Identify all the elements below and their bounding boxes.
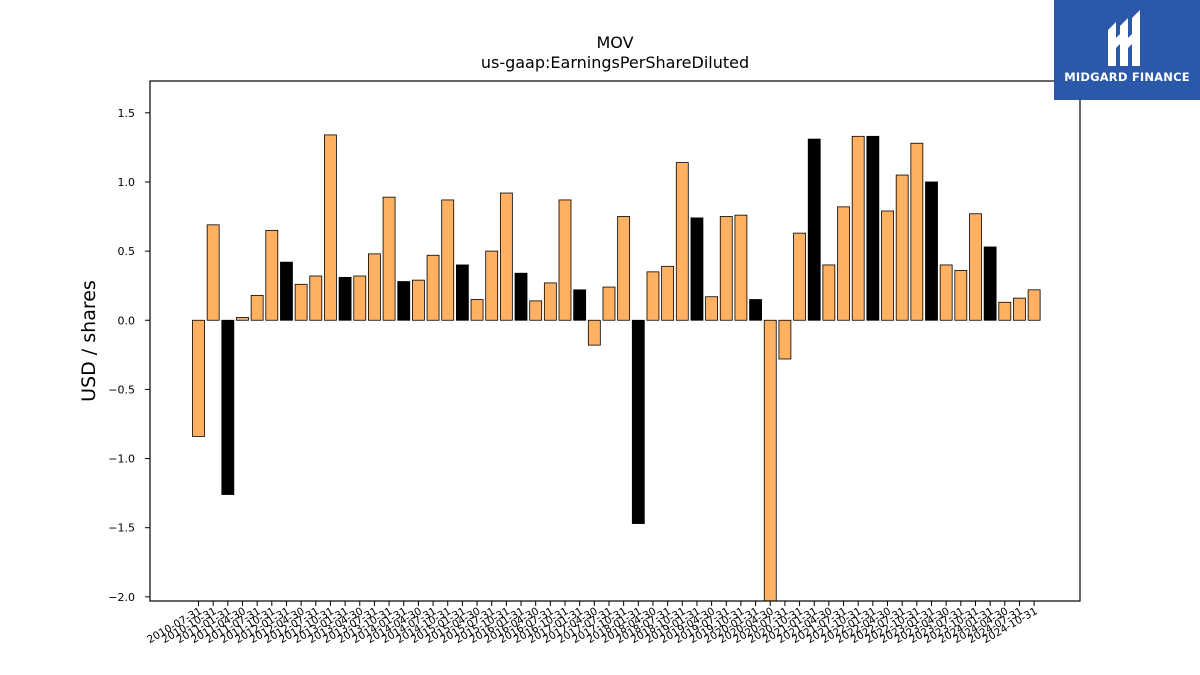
bar — [778, 319, 792, 360]
chart-title: MOV — [596, 33, 633, 52]
bar — [793, 232, 806, 321]
y-tick-label: 0.0 — [118, 314, 136, 327]
bar — [661, 265, 675, 321]
bars-group — [192, 134, 1041, 602]
bar — [455, 264, 469, 321]
midgard-finance-logo: MIDGARD FINANCE — [1054, 0, 1200, 100]
logo-mark-icon — [1108, 10, 1140, 66]
logo-text: MIDGARD FINANCE — [1064, 70, 1190, 84]
bar — [411, 279, 425, 321]
bar — [1013, 297, 1026, 321]
bar — [998, 301, 1012, 321]
bar — [573, 289, 587, 321]
chart-subtitle: us-gaap:EarningsPerShareDiluted — [481, 53, 749, 72]
bar — [837, 206, 850, 321]
bar — [646, 271, 660, 321]
bar — [529, 300, 543, 321]
y-tick-label: −2.0 — [108, 591, 135, 604]
bar — [485, 250, 499, 321]
bar — [690, 217, 704, 321]
bar — [470, 299, 484, 321]
bar — [543, 282, 557, 321]
y-tick-label: −1.0 — [108, 453, 135, 466]
bar — [866, 135, 880, 321]
bar — [983, 246, 997, 321]
y-tick-label: 1.0 — [118, 176, 136, 189]
bar — [617, 216, 631, 321]
y-tick-label: 1.5 — [118, 107, 136, 120]
bar — [294, 283, 308, 321]
bar — [719, 216, 733, 321]
bar — [221, 319, 235, 495]
bar — [280, 261, 293, 321]
bar — [1027, 289, 1041, 321]
bar — [807, 138, 821, 321]
bar — [895, 174, 909, 321]
bar — [954, 270, 968, 321]
bar — [851, 135, 865, 321]
bar — [353, 275, 367, 321]
bar — [441, 199, 455, 321]
x-ticks-group: 2010-07-312010-10-312011-01-312011-04-30… — [145, 601, 1040, 646]
y-axis-label: USD / shares — [78, 280, 100, 402]
bar — [939, 264, 953, 321]
bar — [602, 286, 616, 321]
bar — [822, 264, 836, 321]
bar — [368, 253, 381, 321]
bar — [236, 317, 249, 321]
bar — [910, 142, 924, 321]
bar — [206, 224, 220, 321]
bar — [397, 281, 411, 321]
bar — [881, 210, 894, 321]
y-tick-label: −0.5 — [108, 383, 135, 396]
bar — [705, 296, 718, 321]
plot-frame — [149, 80, 1081, 602]
bar — [734, 214, 748, 321]
bar — [969, 213, 982, 321]
bar — [250, 294, 264, 321]
bar — [265, 229, 279, 321]
bar — [514, 272, 528, 321]
bar — [587, 319, 601, 346]
bar — [631, 319, 645, 524]
bar — [925, 181, 938, 321]
bar — [749, 299, 762, 321]
bar — [309, 275, 323, 321]
bar — [338, 276, 352, 321]
bar — [558, 199, 572, 321]
bar — [499, 192, 513, 321]
y-tick-label: 0.5 — [118, 245, 136, 258]
bar — [763, 319, 777, 602]
bar — [382, 196, 396, 321]
bar — [426, 254, 440, 321]
bar — [675, 162, 689, 321]
y-tick-label: −1.5 — [108, 522, 135, 535]
bar — [324, 134, 337, 321]
y-ticks-group: −2.0 −1.5 −1.0 −0.5 0.0 0.5 1.0 1.5 — [108, 107, 150, 604]
bar — [192, 319, 205, 437]
